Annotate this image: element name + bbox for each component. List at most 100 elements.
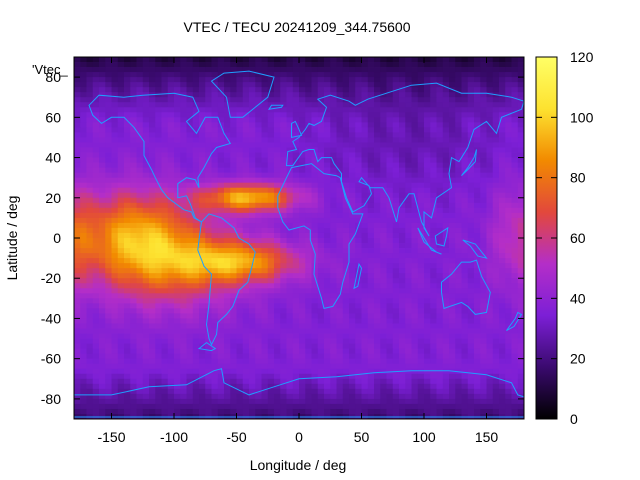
heatmap-cell [411, 117, 419, 123]
heatmap-cell [317, 167, 325, 174]
heatmap-cell [299, 268, 306, 274]
heatmap-cell [386, 132, 394, 138]
heatmap-cell [255, 238, 262, 244]
heatmap-cell [249, 298, 256, 304]
heatmap-cell [342, 358, 350, 365]
heatmap-cell [411, 283, 419, 289]
heatmap-cell [305, 147, 312, 153]
heatmap-cell [161, 243, 169, 249]
heatmap-cell [130, 92, 137, 98]
heatmap-cell [74, 137, 81, 143]
heatmap-cell [380, 378, 387, 385]
heatmap-cell [330, 268, 337, 274]
heatmap-cell [80, 298, 87, 304]
heatmap-cell [349, 238, 356, 244]
heatmap-cell [324, 162, 331, 169]
heatmap-cell [461, 328, 469, 334]
heatmap-cell [305, 343, 312, 350]
heatmap-cell [180, 253, 187, 259]
heatmap-cell [374, 222, 381, 229]
heatmap-cell [461, 338, 469, 344]
heatmap-cell [186, 248, 194, 254]
heatmap-cell [474, 102, 481, 108]
heatmap-cell [136, 323, 144, 329]
heatmap-cell [380, 197, 387, 204]
heatmap-cell [236, 137, 244, 143]
heatmap-cell [455, 383, 462, 390]
heatmap-cell [230, 393, 237, 400]
heatmap-cell [280, 142, 287, 148]
heatmap-cell [230, 338, 237, 344]
heatmap-cell [424, 328, 431, 334]
heatmap-cell [161, 62, 169, 68]
heatmap-cell [299, 57, 306, 63]
heatmap-cell [317, 288, 325, 294]
heatmap-cell [417, 152, 425, 158]
heatmap-cell [374, 57, 381, 63]
heatmap-cell [336, 167, 344, 174]
heatmap-cell [374, 172, 381, 179]
heatmap-cell [499, 142, 506, 148]
heatmap-cell [155, 338, 162, 344]
heatmap-cell [286, 328, 294, 334]
heatmap-cell [274, 147, 281, 153]
heatmap-cell [230, 132, 237, 138]
heatmap-cell [324, 157, 331, 163]
heatmap-cell [442, 212, 450, 219]
heatmap-cell [305, 182, 312, 189]
heatmap-cell [342, 137, 350, 143]
heatmap-cell [355, 273, 362, 279]
heatmap-cell [467, 398, 475, 405]
heatmap-cell [442, 57, 450, 63]
heatmap-cell [105, 378, 112, 385]
heatmap-cell [442, 157, 450, 163]
heatmap-cell [167, 192, 175, 199]
heatmap-cell [111, 187, 119, 194]
heatmap-cell [280, 207, 287, 214]
heatmap-cell [111, 72, 119, 78]
heatmap-cell [236, 77, 244, 83]
heatmap-cell [174, 388, 181, 395]
heatmap-cell [467, 313, 475, 319]
heatmap-cell [499, 147, 506, 153]
heatmap-cell [442, 388, 450, 395]
heatmap-cell [199, 87, 206, 93]
heatmap-cell [386, 323, 394, 329]
heatmap-cell [374, 273, 381, 279]
heatmap-cell [274, 383, 281, 390]
heatmap-cell [299, 368, 306, 375]
heatmap-cell [330, 378, 337, 385]
heatmap-cell [467, 102, 475, 108]
heatmap-cell [474, 182, 481, 189]
heatmap-cell [374, 67, 381, 73]
heatmap-cell [92, 72, 100, 78]
heatmap-cell [142, 132, 150, 138]
heatmap-cell [480, 283, 487, 289]
heatmap-cell [249, 202, 256, 209]
heatmap-cell [249, 127, 256, 133]
heatmap-cell [417, 338, 425, 344]
heatmap-cell [199, 363, 206, 370]
heatmap-cell [280, 172, 287, 179]
heatmap-cell [242, 107, 250, 113]
heatmap-cell [486, 393, 494, 400]
heatmap-cell [455, 273, 462, 279]
heatmap-cell [74, 358, 81, 365]
heatmap-cell [511, 127, 519, 133]
heatmap-cell [192, 313, 200, 319]
heatmap-cell [380, 253, 387, 259]
heatmap-cell [167, 328, 175, 334]
heatmap-cell [142, 253, 150, 259]
heatmap-cell [405, 343, 412, 350]
heatmap-cell [442, 343, 450, 350]
heatmap-cell [111, 308, 119, 314]
heatmap-cell [355, 303, 362, 309]
heatmap-cell [286, 273, 294, 279]
heatmap-cell [286, 348, 294, 355]
heatmap-cell [430, 197, 437, 204]
heatmap-cell [274, 323, 281, 329]
heatmap-cell [274, 258, 281, 264]
heatmap-cell [399, 393, 406, 400]
heatmap-cell [105, 348, 112, 355]
heatmap-cell [80, 373, 87, 380]
